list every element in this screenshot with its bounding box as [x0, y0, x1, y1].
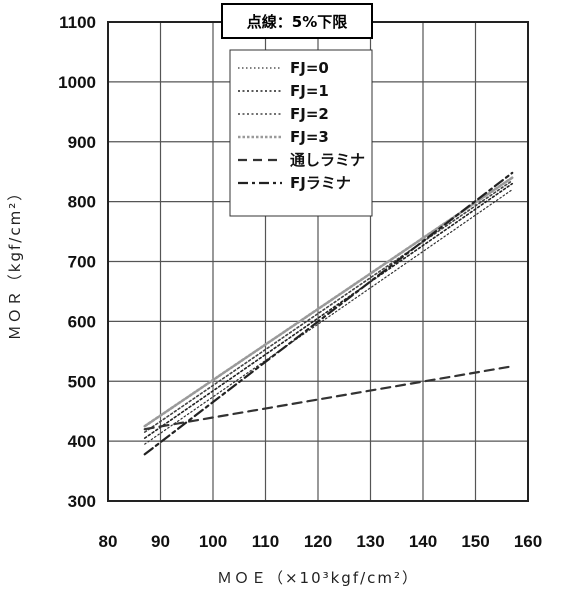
x-tick-label: 120	[304, 532, 332, 551]
x-tick-label: 90	[151, 532, 170, 551]
y-tick-label: 600	[68, 312, 96, 331]
series-line-3	[143, 179, 514, 433]
legend-label: FJ=0	[290, 59, 329, 77]
series-line-6	[143, 171, 514, 456]
x-tick-label: 150	[461, 532, 489, 551]
note-box: 点線：5%下限	[221, 3, 373, 39]
x-tick-labels: 80 90 100 110 120 130 140 150 160	[99, 532, 543, 551]
legend-label: FJ=3	[290, 128, 329, 146]
legend-label: FJ=1	[290, 82, 329, 100]
legend: FJ=0 FJ=1 FJ=2 FJ=3 通しラミナ FJラミナ	[229, 49, 373, 217]
x-tick-label: 130	[356, 532, 384, 551]
series-lines	[143, 171, 514, 456]
y-tick-label: 300	[68, 492, 96, 511]
note-text: 点線：5%下限	[247, 13, 347, 31]
legend-items: FJ=0 FJ=1 FJ=2 FJ=3 通しラミナ FJラミナ	[238, 59, 365, 192]
x-tick-label: 80	[99, 532, 118, 551]
legend-label: 通しラミナ	[290, 151, 365, 169]
x-tick-label: 160	[514, 532, 542, 551]
x-axis-label: ＭＯＥ（×10³kgf/cm²）	[217, 569, 419, 587]
y-tick-labels: 300 400 500 600 700 800 900 1000 1100	[58, 13, 96, 511]
series-line-5	[143, 365, 514, 431]
y-tick-label: 400	[68, 432, 96, 451]
legend-label: FJラミナ	[290, 174, 351, 192]
y-tick-label: 900	[68, 133, 96, 152]
y-axis-label: ＭＯＲ（kgf/cm²）	[6, 184, 24, 340]
y-tick-label: 700	[68, 253, 96, 272]
series-line-2	[143, 182, 514, 439]
legend-label: FJ=2	[290, 105, 329, 123]
x-tick-label: 140	[409, 532, 437, 551]
series-line-1	[144, 189, 513, 445]
x-tick-label: 100	[199, 532, 227, 551]
y-tick-label: 800	[68, 193, 96, 212]
y-tick-label: 500	[68, 372, 96, 391]
x-tick-label: 110	[252, 532, 279, 551]
y-tick-label: 1000	[58, 73, 96, 92]
y-tick-label: 1100	[59, 13, 96, 32]
